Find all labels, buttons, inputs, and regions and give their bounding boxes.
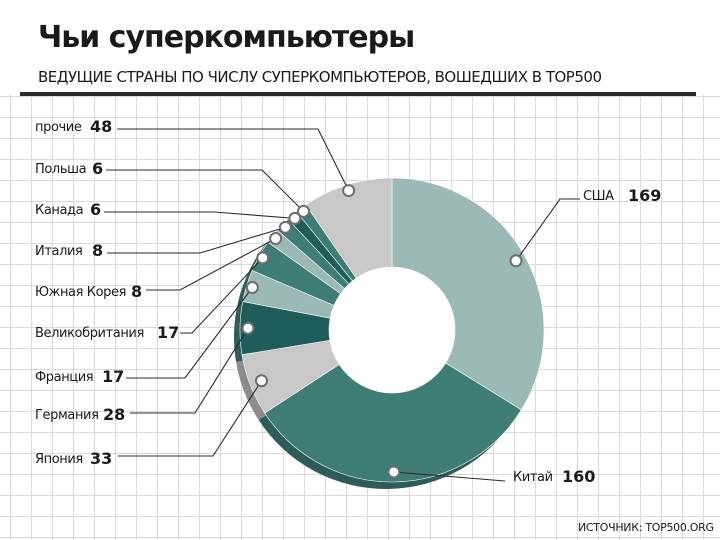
slice-marker xyxy=(269,232,283,246)
leader-line xyxy=(104,211,295,219)
chart-title: Чьи суперкомпьютеры xyxy=(38,20,415,55)
slice-marker xyxy=(342,184,356,198)
slice-label: Япония xyxy=(35,452,83,467)
slice-marker xyxy=(509,254,523,268)
slice-label: прочие xyxy=(35,120,82,135)
slice-label: Франция xyxy=(35,370,93,385)
slice-value: 17 xyxy=(157,323,179,342)
header-divider xyxy=(20,92,696,96)
leader-line xyxy=(126,287,253,379)
slice-label: Великобритания xyxy=(35,326,144,341)
slice-marker xyxy=(245,281,259,295)
slice-marker xyxy=(255,374,269,388)
leader-line xyxy=(117,128,350,191)
slice-value: 6 xyxy=(92,159,103,178)
slice-value: 169 xyxy=(628,186,661,205)
slice-label: США xyxy=(583,189,614,204)
chart-subtitle: ВЕДУЩИЕ СТРАНЫ ПО ЧИСЛУ СУПЕРКОМПЬЮТЕРОВ… xyxy=(38,68,602,86)
slice-label: Китай xyxy=(513,470,553,485)
slice-value: 8 xyxy=(92,241,103,260)
slice-value: 33 xyxy=(90,449,112,468)
slice-label: Южная Корея xyxy=(35,285,126,300)
slice-label: Канада xyxy=(35,203,83,218)
leader-line xyxy=(393,471,506,482)
leader-line xyxy=(130,327,249,414)
leader-line xyxy=(146,238,276,291)
leader-line xyxy=(515,198,580,262)
slice-value: 160 xyxy=(562,467,595,486)
slice-marker xyxy=(256,251,270,265)
leader-line xyxy=(107,226,286,254)
slice-marker xyxy=(241,321,255,335)
leader-line xyxy=(106,169,304,212)
slice-marker xyxy=(278,220,292,234)
donut-hole xyxy=(329,267,455,393)
slice-marker xyxy=(297,204,311,218)
source-note: ИСТОЧНИК: TOP500.ORG xyxy=(578,521,714,534)
slice-value: 48 xyxy=(90,117,112,136)
leader-line xyxy=(118,380,262,457)
header: Чьи суперкомпьютеры ВЕДУЩИЕ СТРАНЫ ПО ЧИ… xyxy=(0,0,720,96)
slice-marker xyxy=(387,465,401,479)
slice-marker xyxy=(288,211,302,225)
slice-label: Германия xyxy=(35,408,99,423)
slice-value: 6 xyxy=(90,200,101,219)
slice-label: Италия xyxy=(35,244,82,259)
slice-value: 17 xyxy=(102,367,124,386)
slice-label: Польша xyxy=(35,162,86,177)
slice-value: 28 xyxy=(103,405,125,424)
slice-value: 8 xyxy=(131,282,142,301)
leader-line xyxy=(180,257,264,334)
